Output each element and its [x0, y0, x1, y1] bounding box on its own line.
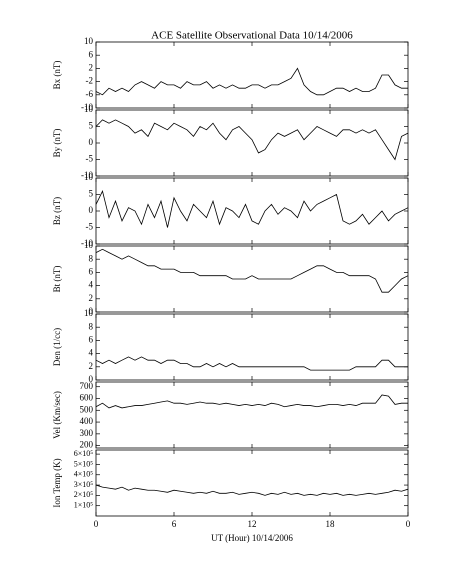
- panel-frame: [95, 381, 409, 449]
- y-tick-label: -5: [86, 154, 94, 164]
- y-tick-label: 10: [84, 172, 94, 182]
- panel-frame: [95, 41, 409, 109]
- y-tick-label: 10: [84, 104, 94, 114]
- x-tick-label: 6: [172, 519, 177, 529]
- y-tick-label: 0: [89, 137, 94, 147]
- data-line: [95, 248, 409, 293]
- y-tick-label: 4: [89, 280, 94, 290]
- y-axis-title: Ion Temp (K): [52, 458, 62, 507]
- x-axis-title: UT (Hour) 10/14/2006: [211, 533, 293, 543]
- y-axis-title: By (nT): [52, 129, 62, 158]
- y-tick-label: 10: [84, 240, 94, 250]
- data-line: [95, 356, 408, 371]
- panel-frame: [95, 177, 409, 245]
- y-tick-label: 10: [84, 308, 94, 318]
- y-tick-label: 700: [80, 381, 94, 391]
- y-tick-label: 6: [89, 334, 94, 344]
- data-line: [95, 67, 408, 96]
- y-tick-label: 2: [89, 293, 94, 303]
- data-line: [95, 394, 408, 409]
- x-tick-label: 0: [94, 519, 99, 529]
- data-line: [95, 484, 409, 496]
- panel-frame: [95, 109, 409, 177]
- y-tick-label: -10: [81, 170, 93, 180]
- y-tick-label: 6: [89, 49, 94, 59]
- y-tick-label: -10: [81, 102, 93, 112]
- y-tick-label: 6: [89, 266, 94, 276]
- y-tick-label: 400: [80, 416, 94, 426]
- y-tick-label: 8: [89, 253, 94, 263]
- data-line: [95, 119, 409, 161]
- y-axis-title: Den (1/cc): [52, 328, 62, 366]
- y-tick-label: 0: [89, 374, 94, 384]
- y-tick-label: 3×10⁵: [74, 480, 94, 489]
- y-tick-label: 0: [89, 306, 94, 316]
- y-axis-title: Bx (nT): [52, 61, 62, 90]
- y-tick-label: 4: [89, 348, 94, 358]
- y-tick-label: 300: [80, 428, 94, 438]
- y-tick-label: 2: [89, 361, 94, 371]
- y-axis-title: Bt (nT): [52, 266, 62, 293]
- panel-frame: [95, 449, 409, 517]
- y-tick-label: 1×10⁵: [74, 501, 94, 510]
- y-tick-label: 5: [89, 189, 94, 199]
- y-axis-title: Vel (Km/sec): [52, 391, 62, 439]
- y-tick-label: 5×10⁵: [74, 459, 94, 468]
- y-tick-label: 200: [80, 440, 94, 450]
- y-tick-label: 5: [89, 121, 94, 131]
- y-tick-label: 0: [89, 205, 94, 215]
- page-title: ACE Satellite Observational Data 10/14/2…: [151, 30, 353, 42]
- y-tick-label: 500: [80, 404, 94, 414]
- y-tick-label: 600: [80, 393, 94, 403]
- x-tick-label: 12: [248, 519, 257, 529]
- y-tick-label: 10: [84, 36, 94, 46]
- panel-frame: [95, 313, 409, 381]
- panel-frame: [95, 245, 409, 313]
- y-tick-label: 8: [89, 321, 94, 331]
- y-tick-label: -2: [86, 76, 94, 86]
- y-tick-label: -6: [86, 89, 94, 99]
- y-tick-label: 4×10⁵: [74, 470, 94, 479]
- y-tick-label: 6×10⁵: [74, 449, 94, 458]
- data-line: [95, 190, 409, 228]
- y-tick-label: 2×10⁵: [74, 490, 94, 499]
- x-tick-label: 0: [406, 519, 411, 529]
- x-tick-label: 18: [326, 519, 336, 529]
- y-tick-label: -5: [86, 222, 94, 232]
- y-axis-title: Bz (nT): [52, 197, 62, 225]
- y-tick-label: -10: [81, 238, 93, 248]
- y-tick-label: 2: [89, 62, 94, 72]
